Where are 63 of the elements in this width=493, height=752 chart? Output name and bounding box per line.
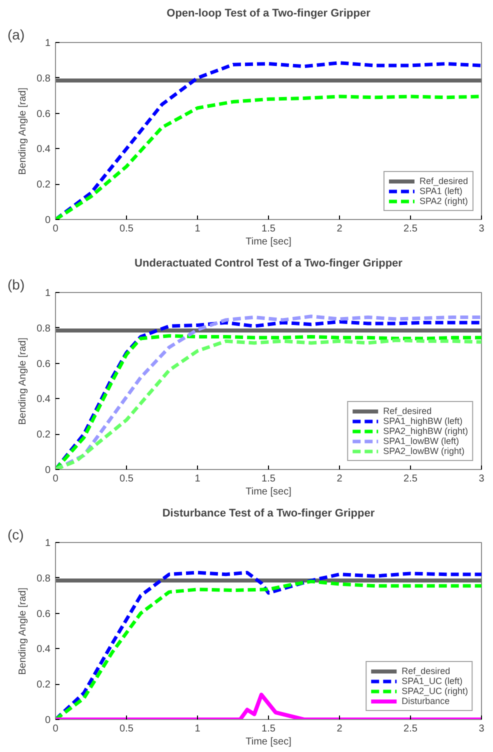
y-tick-label: 1 <box>44 288 51 299</box>
y-tick-label: 0 <box>44 465 51 476</box>
legend-label: SPA2 (right) <box>419 196 468 206</box>
x-tick-label: 3 <box>478 224 485 234</box>
legend-label: SPA2_highBW (right) <box>383 426 468 436</box>
legend-label: Disturbance <box>402 696 450 706</box>
x-tick-label: 3 <box>478 474 485 484</box>
x-tick-label: 2.5 <box>404 474 418 484</box>
x-tick-label: 1.5 <box>262 724 276 734</box>
legend-label: Ref_desired <box>402 666 450 676</box>
legend-label: SPA1 (left) <box>419 186 462 196</box>
legend-label: SPA1_lowBW (left) <box>383 436 459 446</box>
x-tick-label: 2 <box>336 224 343 234</box>
y-axis-title: Bending Angle [rad] <box>18 587 29 675</box>
x-tick-label: 2 <box>336 724 343 734</box>
text: (c) <box>8 526 24 542</box>
text: (b) <box>8 276 25 292</box>
x-tick-label: 0.5 <box>120 474 134 484</box>
x-tick-label: 0 <box>52 224 59 234</box>
x-tick-label: 0 <box>52 724 59 734</box>
legend-label: Ref_desired <box>419 176 468 186</box>
y-tick-label: 0.4 <box>36 644 51 656</box>
x-tick-label: 1.5 <box>262 224 276 234</box>
y-tick-label: 0 <box>44 215 51 226</box>
x-tick-label: 2 <box>336 474 343 484</box>
x-axis-title: Time [sec] <box>246 486 292 498</box>
x-tick-label: 2.5 <box>404 724 418 734</box>
x-axis-title: Time [sec] <box>246 236 292 248</box>
y-tick-label: 0 <box>44 715 51 726</box>
y-tick-label: 0.8 <box>36 323 51 334</box>
legend-label: SPA1_UC (left) <box>402 676 462 686</box>
y-tick-label: 1 <box>44 38 51 49</box>
y-tick-label: 0.6 <box>36 108 51 120</box>
y-tick-label: 1 <box>44 538 51 549</box>
x-tick-label: 3 <box>478 724 485 734</box>
y-axis-title: Bending Angle [rad] <box>18 87 29 175</box>
y-tick-label: 0.2 <box>36 430 51 441</box>
x-tick-label: 1.5 <box>262 474 276 484</box>
x-tick-label: 2.5 <box>404 224 418 234</box>
legend-label: Ref_desired <box>383 406 432 416</box>
y-tick-label: 0.8 <box>36 73 51 84</box>
x-tick-label: 1 <box>194 724 201 734</box>
y-tick-label: 0.2 <box>36 180 51 191</box>
y-axis-title: Bending Angle [rad] <box>18 337 29 425</box>
x-tick-label: 0.5 <box>120 224 134 234</box>
text: (a) <box>8 26 25 42</box>
y-tick-label: 0.2 <box>36 680 51 691</box>
legend-label: SPA2_lowBW (right) <box>383 446 464 456</box>
y-tick-label: 0.6 <box>36 608 51 620</box>
y-tick-label: 0.8 <box>36 573 51 584</box>
y-tick-label: 0.6 <box>36 358 51 370</box>
y-tick-label: 0.4 <box>36 144 51 156</box>
x-tick-label: 1 <box>194 474 201 484</box>
legend-label: SPA2_UC (right) <box>402 686 468 696</box>
y-tick-label: 0.4 <box>36 394 51 406</box>
x-axis-title: Time [sec] <box>246 736 292 748</box>
chart-title: Disturbance Test of a Two-finger Gripper <box>162 508 376 520</box>
chart-title: Open-loop Test of a Two-finger Gripper <box>166 8 372 20</box>
chart-title: Underactuated Control Test of a Two-finger Gripper <box>134 258 404 270</box>
legend-label: SPA1_highBW (left) <box>383 416 462 426</box>
x-tick-label: 0 <box>52 474 59 484</box>
x-tick-label: 1 <box>194 224 201 234</box>
x-tick-label: 0.5 <box>120 724 134 734</box>
